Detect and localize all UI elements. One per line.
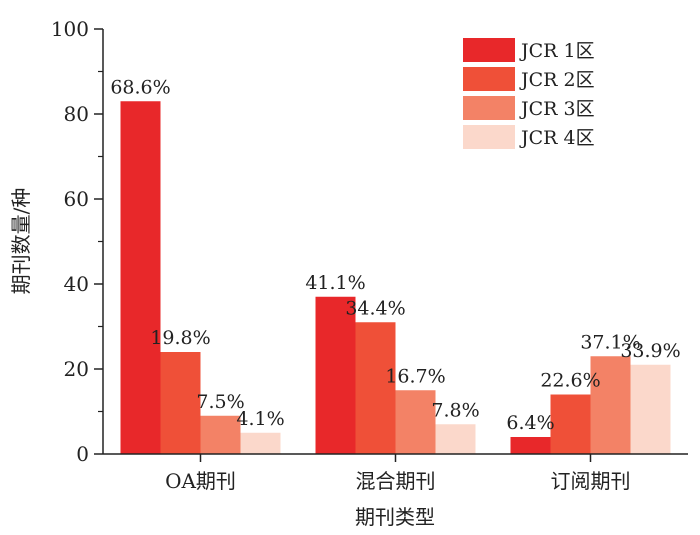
y-tick-label: 20	[64, 357, 89, 381]
bar	[355, 322, 396, 454]
bar	[200, 415, 241, 454]
y-tick-label: 0	[76, 442, 89, 466]
bar	[315, 296, 356, 454]
bar	[550, 394, 591, 454]
x-ticks-group: OA期刊 混合期刊 订阅期刊	[165, 454, 631, 493]
legend-label: JCR 3区	[519, 98, 595, 120]
bar-data-label: 19.8%	[150, 327, 210, 349]
y-tick-label: 80	[64, 102, 89, 126]
bar	[160, 352, 201, 454]
legend-label: JCR 4区	[519, 127, 595, 149]
bar-data-label: 34.4%	[345, 297, 405, 319]
bar-data-label: 16.7%	[385, 365, 445, 387]
bar-data-label: 7.5%	[196, 391, 244, 413]
bar	[630, 364, 671, 454]
bars-group	[120, 101, 671, 454]
legend-label: JCR 2区	[519, 69, 595, 91]
legend: JCR 1区 JCR 2区 JCR 3区 JCR 4区	[463, 38, 595, 149]
bar-data-label: 6.4%	[506, 412, 554, 434]
legend-swatch	[463, 96, 515, 120]
legend-swatch	[463, 38, 515, 62]
bar-data-label: 4.1%	[236, 408, 284, 430]
legend-label: JCR 1区	[519, 40, 595, 62]
legend-swatch	[463, 67, 515, 91]
bar	[435, 424, 476, 454]
bar	[240, 432, 281, 454]
y-axis-title: 期刊数量/种	[9, 188, 33, 295]
bar-data-label: 41.1%	[305, 272, 365, 294]
y-ticks-group: 0 20 40 60 80 100	[51, 17, 103, 466]
y-tick-label: 100	[51, 17, 89, 41]
x-tick-label: OA期刊	[165, 469, 236, 493]
bar	[590, 356, 631, 454]
bar	[510, 437, 551, 454]
bar	[395, 390, 436, 454]
bar-data-label: 68.6%	[110, 76, 170, 98]
y-tick-label: 40	[64, 272, 89, 296]
x-tick-label: 订阅期刊	[551, 469, 631, 493]
bar-data-label: 7.8%	[431, 399, 479, 421]
bar-data-label: 22.6%	[540, 370, 600, 392]
bar-data-label: 33.9%	[620, 340, 680, 362]
x-axis-title: 期刊类型	[355, 505, 435, 529]
legend-swatch	[463, 125, 515, 149]
bar	[120, 101, 161, 454]
data-labels-group: 68.6% 19.8% 7.5%4.1% 41.1% 34.4% 16.7% 7.8% 6.4…	[110, 76, 680, 434]
x-tick-label: 混合期刊	[356, 469, 436, 493]
bar-data-label: 37.1%	[580, 331, 640, 353]
y-tick-label: 60	[64, 187, 89, 211]
